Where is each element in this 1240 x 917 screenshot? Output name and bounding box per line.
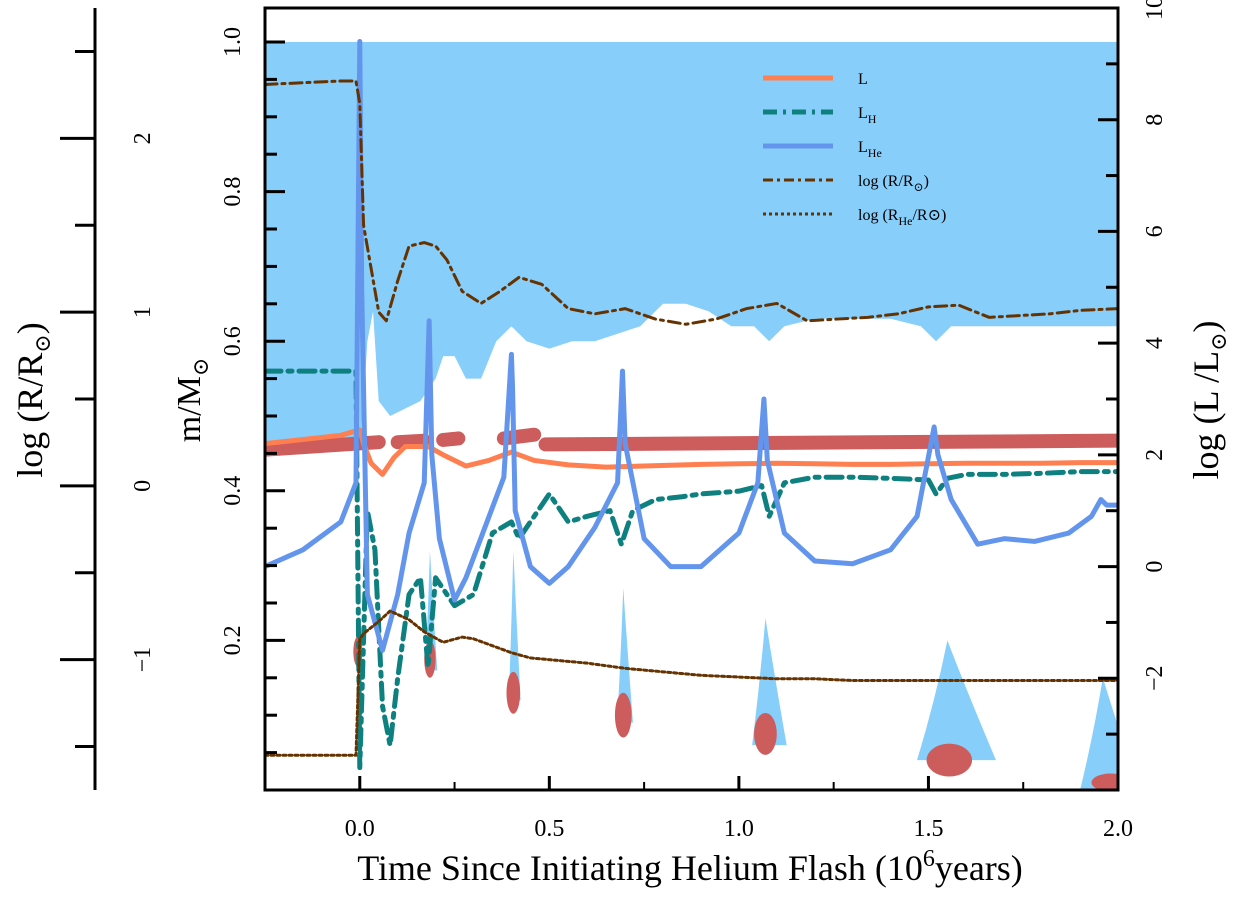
hydrogen-shell-segment-4 <box>538 433 1118 452</box>
legend-label-L: L <box>858 71 868 88</box>
flash-convective-zone-4 <box>917 640 996 761</box>
flash-convective-zone-1 <box>508 550 521 701</box>
log-l-tick-label-1: 0 <box>1142 561 1168 573</box>
log-l-axis-title: log (L /L⊙) <box>1186 320 1231 479</box>
hydrogen-shell-segment-3 <box>496 427 542 446</box>
log-r-tick-label-0: −1 <box>130 647 156 673</box>
log-l-tick-label-5: 8 <box>1142 114 1168 126</box>
mass-tick-label-1: 0.4 <box>220 476 246 506</box>
legend-label-logR: log (R/R⊙) <box>858 173 929 194</box>
x-tick-label-1: 0.5 <box>534 816 564 842</box>
convective-zones <box>265 42 1118 790</box>
series-l-he <box>265 39 1118 653</box>
series-layer <box>265 39 1118 771</box>
x-tick-label-4: 2.0 <box>1103 816 1133 842</box>
flash-convective-zone-5 <box>1080 677 1118 790</box>
flash-convective-zone-2 <box>617 588 633 723</box>
legend-label-LH: LH <box>858 105 877 126</box>
log-l-tick-label-4: 6 <box>1142 225 1168 237</box>
helium-burning-blob-2 <box>506 671 521 714</box>
log-l-tick-label-2: 2 <box>1142 449 1168 461</box>
mass-tick-label-2: 0.6 <box>220 326 246 356</box>
x-tick-label-3: 1.5 <box>913 816 943 842</box>
log-r-tick-label-2: 1 <box>130 306 156 318</box>
helium-burning-blob-5 <box>926 743 973 777</box>
log-l-axis-ticks: −2 0 2 4 6 8 10 <box>1098 0 1168 792</box>
hydrogen-shell-segment-2 <box>436 431 466 447</box>
x-axis-title: Time Since Initiating Helium Flash (106y… <box>357 846 1023 888</box>
burning-regions <box>265 427 1118 790</box>
helium-burning-blob-3 <box>614 692 632 738</box>
mass-tick-label-3: 0.8 <box>220 177 246 207</box>
series-log-r-he-r- <box>265 609 1118 757</box>
mass-tick-label-4: 1.0 <box>220 27 246 57</box>
hydrogen-shell-segment-1 <box>390 433 432 450</box>
legend-label-logRHe: log (RHe/R⊙) <box>858 207 946 228</box>
x-tick-label-2: 1.0 <box>724 816 754 842</box>
log-l-tick-label-3: 4 <box>1142 337 1168 349</box>
legend-label-LHe: LHe <box>858 139 882 160</box>
helium-burning-blob-4 <box>754 712 777 755</box>
mass-axis-title: m/M⊙ <box>171 358 213 443</box>
series-log-r-r- <box>265 79 1118 326</box>
x-tick-label-0: 0.0 <box>345 816 375 842</box>
x-axis-ticks: 0.0 0.5 1.0 1.5 2.0 <box>264 776 1133 842</box>
convective-envelope <box>265 42 1118 446</box>
log-l-tick-label-0: −2 <box>1142 666 1168 692</box>
log-r-tick-label-3: 2 <box>130 132 156 144</box>
series-l-h <box>265 368 1118 771</box>
flash-convective-zone-3 <box>752 617 787 746</box>
log-r-axis-title: log (R/R⊙) <box>10 322 55 477</box>
hydrogen-shell-segment-0 <box>265 435 386 457</box>
mass-tick-label-0: 0.2 <box>220 625 246 655</box>
legend: L LH LHe log (R/R⊙) log (RHe/R⊙) <box>763 71 946 228</box>
helium-burning-blob-6 <box>1091 773 1118 790</box>
mass-axis-ticks: 0.2 0.4 0.6 0.8 1.0 <box>220 27 285 792</box>
log-r-tick-label-1: 0 <box>130 480 156 492</box>
log-r-axis: −1 0 1 2 <box>60 8 156 790</box>
log-l-tick-label-6: 10 <box>1142 0 1168 20</box>
